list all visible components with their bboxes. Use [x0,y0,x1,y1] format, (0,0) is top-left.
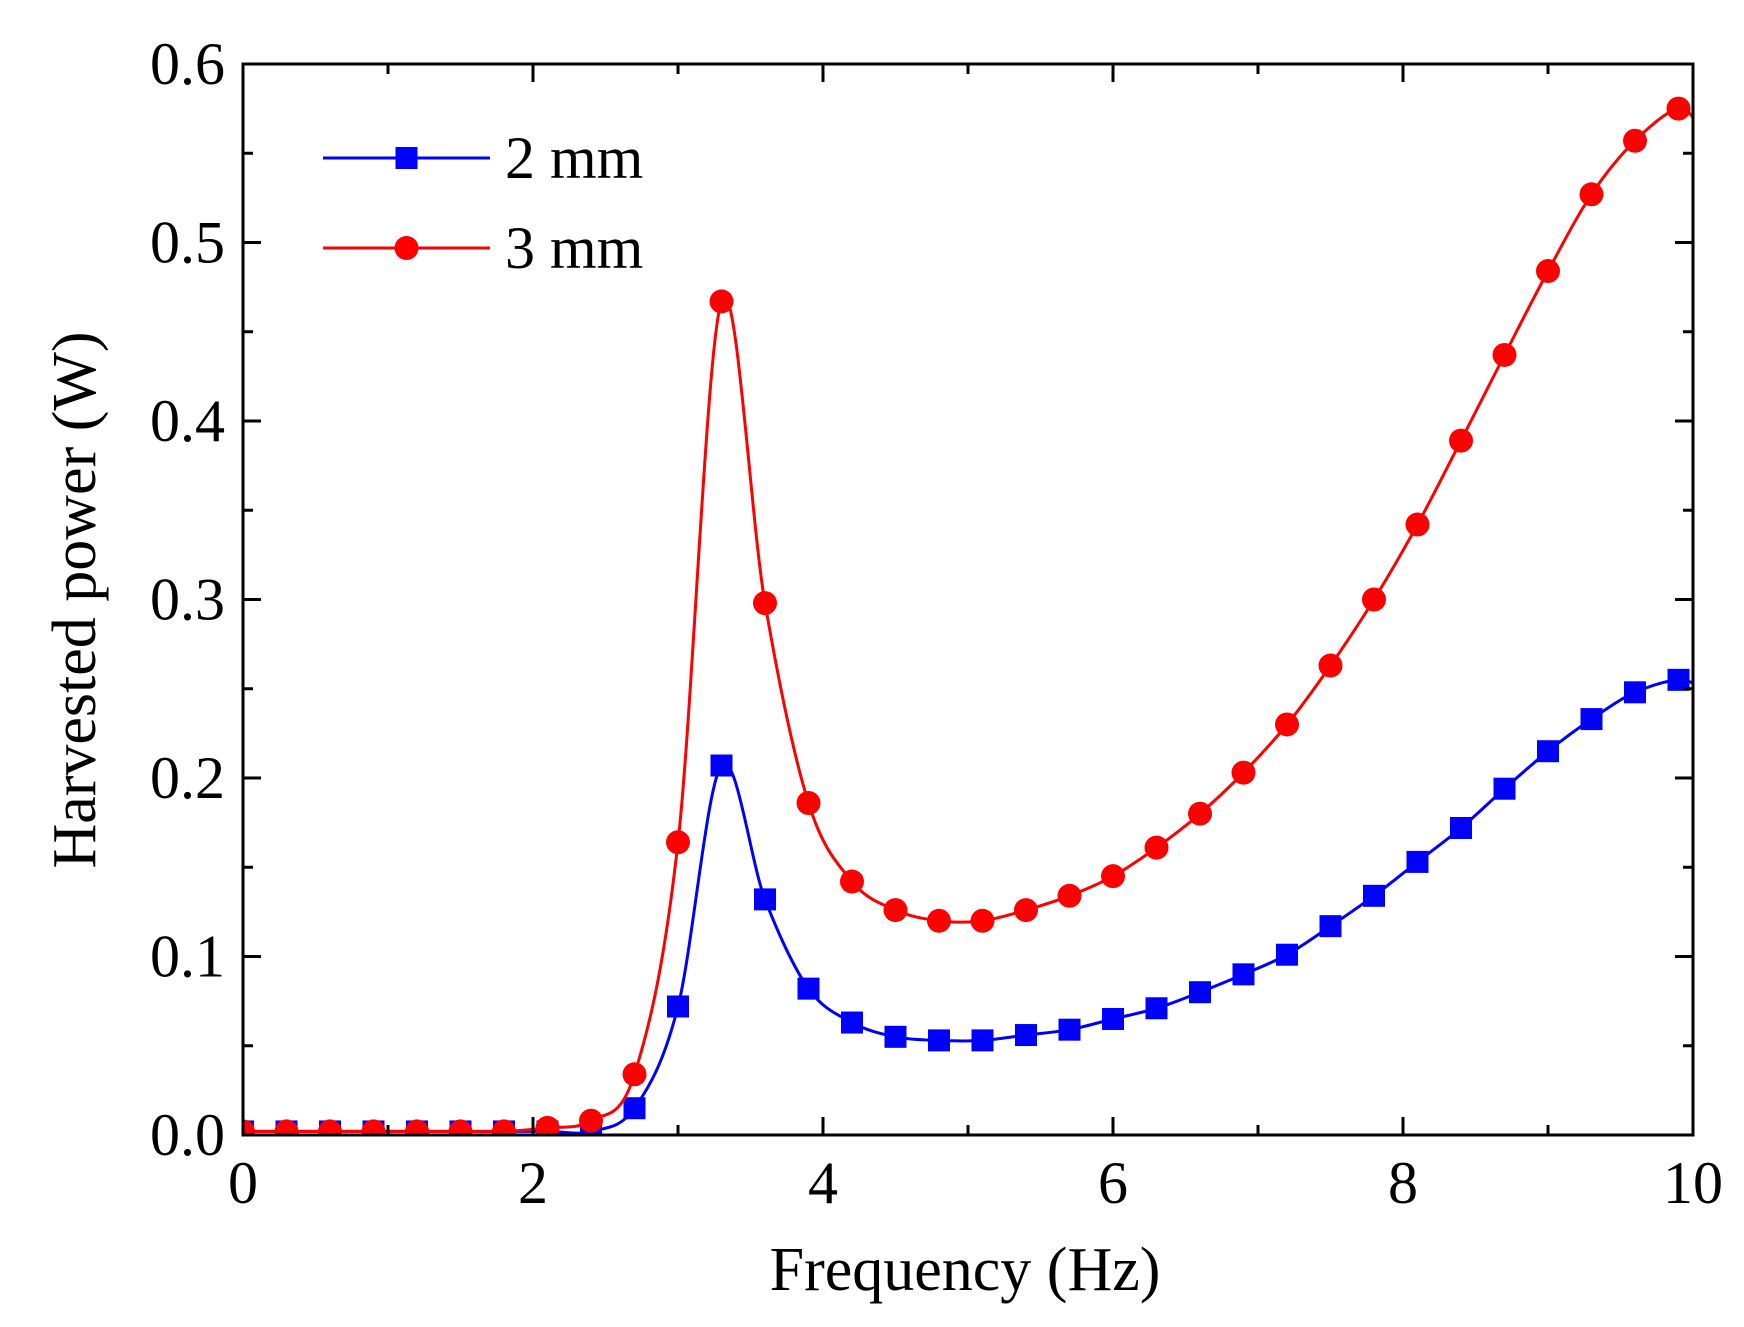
data-point-2-mm-27 [1406,850,1429,873]
x-tick-label: 4 [808,1150,838,1216]
data-point-3-mm-4 [405,1119,429,1135]
data-point-3-mm-31 [1579,182,1604,207]
data-point-2-mm-11 [710,754,733,777]
data-point-3-mm-33 [1666,96,1691,121]
axes: 0 2 4 6 8 10 0.0 0.1 0.2 0.3 0.4 0.5 0.6 [150,31,1723,1216]
data-point-3-mm-32 [1623,128,1647,153]
data-point-3-mm-12 [753,591,777,616]
y-tick-label: 0.3 [150,567,225,633]
data-point-3-mm-23 [1231,760,1256,785]
data-point-3-mm-18 [1014,898,1038,923]
x-tick-label: 10 [1663,1150,1723,1216]
data-point-3-mm-27 [1405,512,1430,537]
y-tick-label: 0.6 [150,31,225,97]
data-point-3-mm-14 [840,869,864,894]
data-point-3-mm-6 [492,1119,516,1135]
data-point-3-mm-24 [1275,712,1299,737]
y-tick-label: 0.2 [150,745,225,811]
data-point-3-mm-29 [1492,342,1517,367]
data-point-3-mm-13 [796,790,821,815]
data-point-2-mm-9 [623,1097,646,1120]
data-point-2-mm-15 [884,1025,907,1048]
data-point-3-mm-28 [1449,428,1473,453]
data-point-3-mm-1 [274,1119,299,1135]
data-point-2-mm-14 [841,1011,863,1034]
legend: 2 mm 3 mm [323,125,643,281]
data-point-2-mm-30 [1537,740,1559,763]
x-axis-title: Frequency (Hz) [770,1236,1161,1304]
x-tick-label: 2 [518,1150,548,1216]
data-point-3-mm-19 [1057,883,1082,908]
x-tick-label: 6 [1098,1150,1128,1216]
data-point-2-mm-20 [1102,1007,1124,1030]
data-point-2-mm-17 [971,1029,994,1052]
data-point-3-mm-0 [243,1119,255,1135]
data-point-2-mm-18 [1015,1024,1037,1047]
data-point-3-mm-30 [1536,259,1560,284]
legend-label-2-mm: 2 mm [505,125,643,191]
data-point-2-mm-25 [1319,915,1342,938]
data-point-3-mm-16 [927,908,951,933]
data-point-2-mm-19 [1058,1018,1081,1041]
series-3-mm [243,96,1693,1135]
legend-marker-2-mm [395,147,418,169]
data-point-3-mm-25 [1318,653,1343,678]
data-point-2-mm-24 [1276,943,1298,966]
data-point-3-mm-26 [1362,587,1386,612]
data-point-2-mm-31 [1580,708,1603,731]
y-tick-label: 0.1 [150,924,225,990]
data-point-2-mm-29 [1493,777,1516,800]
x-tick-label: 8 [1388,1150,1418,1216]
data-point-3-mm-20 [1101,864,1125,889]
data-point-2-mm-10 [667,995,689,1018]
data-point-2-mm-28 [1450,816,1472,839]
data-point-3-mm-2 [318,1119,342,1135]
data-point-2-mm-33 [1667,668,1690,691]
x-tick-label: 0 [228,1150,258,1216]
y-tick-label: 0.4 [150,388,225,454]
data-point-2-mm-26 [1363,884,1385,907]
data-point-2-mm-13 [797,977,820,1000]
data-point-3-mm-15 [883,898,908,923]
data-point-2-mm-22 [1189,981,1211,1004]
data-point-3-mm-3 [361,1119,386,1135]
data-point-3-mm-7 [535,1115,560,1135]
y-tick-label: 0.0 [150,1102,225,1168]
legend-marker-3-mm [394,236,419,260]
data-point-2-mm-32 [1624,681,1646,704]
data-point-3-mm-9 [622,1062,647,1087]
y-tick-label: 0.5 [150,210,225,276]
data-point-2-mm-16 [928,1029,950,1052]
data-point-3-mm-10 [666,830,690,855]
legend-label-3-mm: 3 mm [505,215,643,281]
data-point-2-mm-23 [1232,963,1255,986]
series-layer [243,96,1693,1135]
data-point-3-mm-22 [1188,801,1212,826]
data-point-3-mm-21 [1144,835,1169,860]
y-axis-title: Harvested power (W) [41,331,109,868]
data-point-2-mm-12 [754,888,776,911]
data-point-3-mm-5 [448,1119,473,1135]
data-point-3-mm-8 [579,1108,603,1133]
data-point-3-mm-11 [709,289,734,314]
data-point-2-mm-21 [1145,997,1168,1020]
data-point-3-mm-17 [970,908,995,933]
